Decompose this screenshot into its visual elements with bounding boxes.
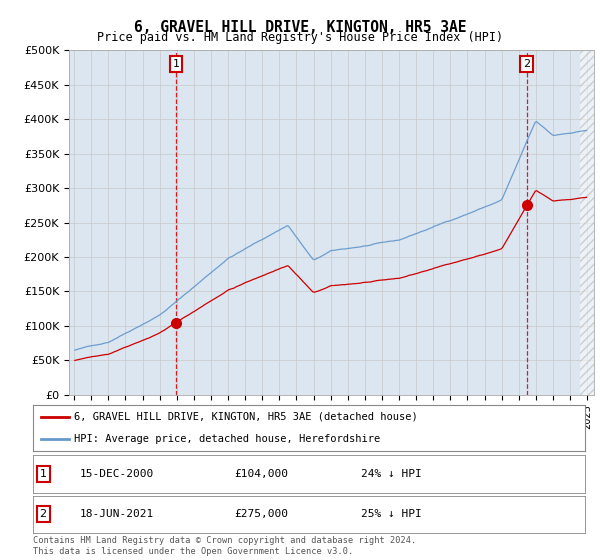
Text: 1: 1 <box>40 469 47 479</box>
Text: 2: 2 <box>40 510 47 519</box>
Text: Contains HM Land Registry data © Crown copyright and database right 2024.
This d: Contains HM Land Registry data © Crown c… <box>33 536 416 556</box>
Text: £275,000: £275,000 <box>235 510 289 519</box>
Text: £104,000: £104,000 <box>235 469 289 479</box>
Bar <box>580 50 596 395</box>
Text: 2: 2 <box>523 59 530 69</box>
Text: 18-JUN-2021: 18-JUN-2021 <box>80 510 154 519</box>
Text: 15-DEC-2000: 15-DEC-2000 <box>80 469 154 479</box>
Text: HPI: Average price, detached house, Herefordshire: HPI: Average price, detached house, Here… <box>74 434 380 444</box>
Text: 6, GRAVEL HILL DRIVE, KINGTON, HR5 3AE (detached house): 6, GRAVEL HILL DRIVE, KINGTON, HR5 3AE (… <box>74 412 418 422</box>
Text: 24% ↓ HPI: 24% ↓ HPI <box>361 469 422 479</box>
Text: 25% ↓ HPI: 25% ↓ HPI <box>361 510 422 519</box>
Text: 6, GRAVEL HILL DRIVE, KINGTON, HR5 3AE: 6, GRAVEL HILL DRIVE, KINGTON, HR5 3AE <box>134 20 466 35</box>
Text: 1: 1 <box>173 59 179 69</box>
Text: Price paid vs. HM Land Registry's House Price Index (HPI): Price paid vs. HM Land Registry's House … <box>97 31 503 44</box>
